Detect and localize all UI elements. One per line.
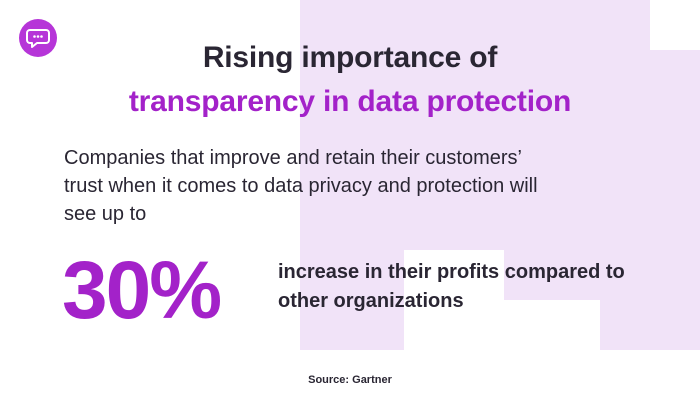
headline-line-2: transparency in data protection [128, 85, 572, 118]
intro-text: Companies that improve and retain their … [64, 147, 538, 225]
chat-bubble-icon [19, 19, 57, 57]
stat-value: 30% [62, 245, 222, 336]
headline-line-1: Rising importance of [202, 41, 498, 74]
decorative-band [550, 0, 650, 198]
decorative-band [404, 0, 504, 250]
stat-description: increase in their profits compared to ot… [278, 261, 625, 312]
source-caption: Source: Gartner [308, 374, 392, 386]
headline: Rising importance of transparency in dat… [0, 36, 700, 124]
decorative-band [300, 0, 404, 350]
